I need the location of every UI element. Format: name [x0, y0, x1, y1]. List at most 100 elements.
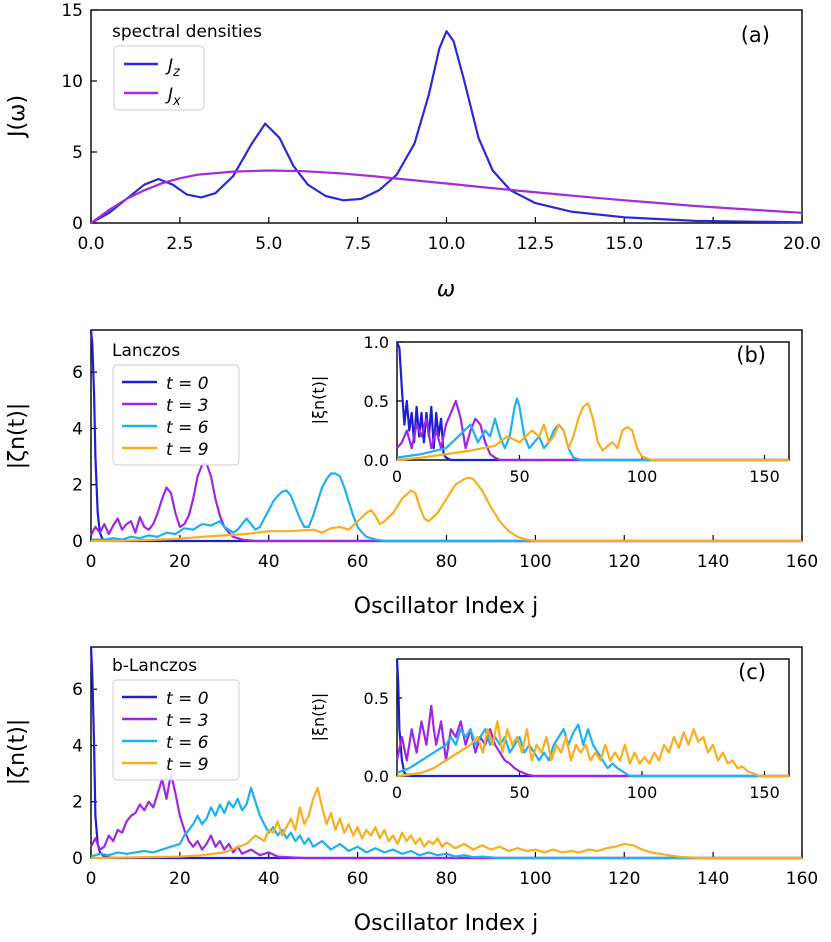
- panel-c-ytick-label: 4: [72, 736, 83, 756]
- panel-a-spectral-densities: 0.0 2.5 5.0 7.5 10.0 12.5 15.0 17.5 20.0 0 5 10 15 (…: [5, 1, 821, 302]
- panel-c-inset-series-t9: [396, 720, 789, 778]
- panel-b-xtick-label: 60: [347, 552, 369, 572]
- panel-b-ytick-label: 2: [72, 476, 83, 496]
- panel-c-xtick-label: 160: [786, 869, 818, 889]
- panel-c-series-t3: [90, 772, 802, 860]
- panel-c-inset-xtick-label: 50: [509, 783, 529, 802]
- panel-b-xtick-label: 160: [786, 552, 818, 572]
- panel-c-xlabel: Oscillator Index j: [354, 911, 539, 936]
- panel-c-label: (c): [738, 660, 766, 684]
- panel-c-xtick-label: 100: [519, 869, 551, 889]
- panel-a-ylabel-text: J(ω): [5, 95, 30, 139]
- panel-c-series: [89, 646, 802, 860]
- panel-b-legend-label-t6: t = 6: [166, 418, 209, 438]
- panel-b-ytick-label: 0: [72, 532, 83, 552]
- panel-c-inset-series: [395, 658, 789, 778]
- panel-b-xtick-label: 0: [86, 552, 97, 572]
- panel-c-label-bg: [728, 660, 766, 686]
- panel-c-inset-xtick-label: 100: [627, 783, 658, 802]
- panel-a-ytick-label: 5: [72, 143, 83, 163]
- panel-c-inset-series-t6: [396, 723, 789, 778]
- legend-label-jz-main: J: [165, 56, 173, 76]
- panel-b-legend-label-t0: t = 0: [166, 374, 209, 394]
- panel-a-xtick-label: 2.5: [166, 234, 193, 254]
- panel-b-xlabel: Oscillator Index j: [354, 594, 539, 619]
- panel-c-inset-xtick-label: 150: [749, 783, 780, 802]
- panel-c-ytick-label: 0: [72, 849, 83, 869]
- panel-c-legend-label-t6: t = 6: [166, 733, 209, 753]
- panel-c-ytick-label: 2: [72, 793, 83, 813]
- panel-c-legend-label-t0: t = 0: [166, 689, 209, 709]
- panel-b-inset-series-t9: [396, 402, 789, 462]
- panel-b-ylabel: |ζn(t)|: [5, 403, 30, 470]
- panel-a-legend: spectral densities Jz Jx: [112, 22, 262, 111]
- panel-b-inset-xtick-label: 0: [392, 467, 402, 486]
- panel-c-inset-series-t0: [395, 658, 789, 778]
- panel-b-inset-ytick-label: 1.0: [364, 333, 389, 352]
- panel-b-label: (b): [736, 343, 766, 367]
- panel-c-xtick-label: 60: [347, 869, 369, 889]
- panel-a-series-jz: [90, 30, 803, 224]
- panel-a-series: [90, 30, 803, 224]
- panel-b-inset-xtick-label: 150: [749, 467, 780, 486]
- panel-a-xtick-label: 7.5: [344, 234, 371, 254]
- panel-a-xtick-label: 10.0: [428, 234, 466, 254]
- panel-c-series-t6: [90, 786, 802, 860]
- panel-c-legend-box: [112, 679, 240, 781]
- panel-c-inset-xtick-label: 0: [392, 783, 402, 802]
- panel-a-legend-box: [113, 45, 205, 111]
- panel-a-xtick-label: 15.0: [605, 234, 643, 254]
- panel-a-xtick-label: 5.0: [255, 234, 282, 254]
- panel-c-xtick-label: 0: [86, 869, 97, 889]
- panel-c-inset-ytick-label: 0.0: [364, 767, 389, 786]
- panel-a-xtick-label: 17.5: [694, 234, 732, 254]
- panel-c-xtick-label: 40: [258, 869, 280, 889]
- panel-b-series-t9: [91, 476, 802, 543]
- panel-b-inset-series-t3: [396, 399, 789, 462]
- panel-b-legend-box: [112, 364, 240, 466]
- panel-a-ylabel: J(ω): [5, 95, 30, 139]
- panel-b-legend: Lanczos t = 0 t = 3 t = 6 t = 9: [112, 341, 240, 466]
- panel-c-xtick-label: 20: [169, 869, 191, 889]
- panel-a-xlabel: ω: [437, 277, 455, 302]
- panel-c-inset-ytick-label: 0.5: [364, 689, 389, 708]
- panel-b-label-bg: [728, 343, 766, 369]
- panel-b-inset-ylabel: |ξn(t)|: [309, 376, 328, 425]
- panel-b-xtick-label: 20: [169, 552, 191, 572]
- panel-b-inset-ytick-label: 0.0: [364, 451, 389, 470]
- panel-b-legend-label-t9: t = 9: [166, 440, 209, 460]
- panel-a-series-jx: [90, 169, 803, 224]
- panel-a-xtick-label: 12.5: [516, 234, 554, 254]
- panel-b-legend-label-t3: t = 3: [166, 396, 209, 416]
- legend-label-jx-sub: x: [172, 94, 181, 109]
- panel-b-inset: 0 50 100 150 0.0 0.5 1.0 (b) |ξn(t)|: [309, 333, 790, 486]
- panel-b-inset-ticks: 0 50 100 150 0.0 0.5 1.0: [364, 333, 780, 486]
- panel-c-xtick-label: 80: [436, 869, 458, 889]
- panel-a-label: (a): [741, 23, 770, 47]
- panel-c-inset-series-t3: [395, 704, 789, 778]
- panel-c-series-t9: [90, 786, 802, 860]
- panel-a-legend-title: spectral densities: [112, 22, 262, 42]
- panel-b-ytick-label: 4: [72, 419, 83, 439]
- panel-c-legend-label-t9: t = 9: [166, 755, 209, 775]
- panel-a-ytick-label: 0: [72, 214, 83, 234]
- panel-b-ytick-label: 6: [72, 363, 83, 383]
- panel-b-inset-xtick-label: 50: [509, 467, 529, 486]
- panel-b-xtick-label: 40: [258, 552, 280, 572]
- panel-c-legend-title: b-Lanczos: [112, 656, 197, 676]
- panel-b-xtick-label: 120: [608, 552, 640, 572]
- panel-c-inset-ylabel: |ξn(t)|: [309, 693, 328, 742]
- panel-b-inset-ytick-label: 0.5: [364, 392, 389, 411]
- panel-c-legend-label-t3: t = 3: [166, 711, 209, 731]
- panel-c-ylabel: |ζn(t)|: [5, 719, 30, 786]
- panel-b-lanczos: 0 20 40 60 80 100 120 140 160 0 2 4 6 Oscillator Ind…: [5, 329, 818, 619]
- legend-label-jx: Jx: [165, 85, 181, 109]
- panel-b-legend-title: Lanczos: [112, 341, 180, 361]
- panel-b-xtick-label: 100: [519, 552, 551, 572]
- panel-a-xtick-label: 0.0: [77, 234, 104, 254]
- panel-b-inset-series-t0: [395, 341, 789, 462]
- legend-label-jz-sub: z: [172, 65, 181, 80]
- panel-c-ytick-label: 6: [72, 680, 83, 700]
- panel-a-ytick-label: 10: [61, 72, 83, 92]
